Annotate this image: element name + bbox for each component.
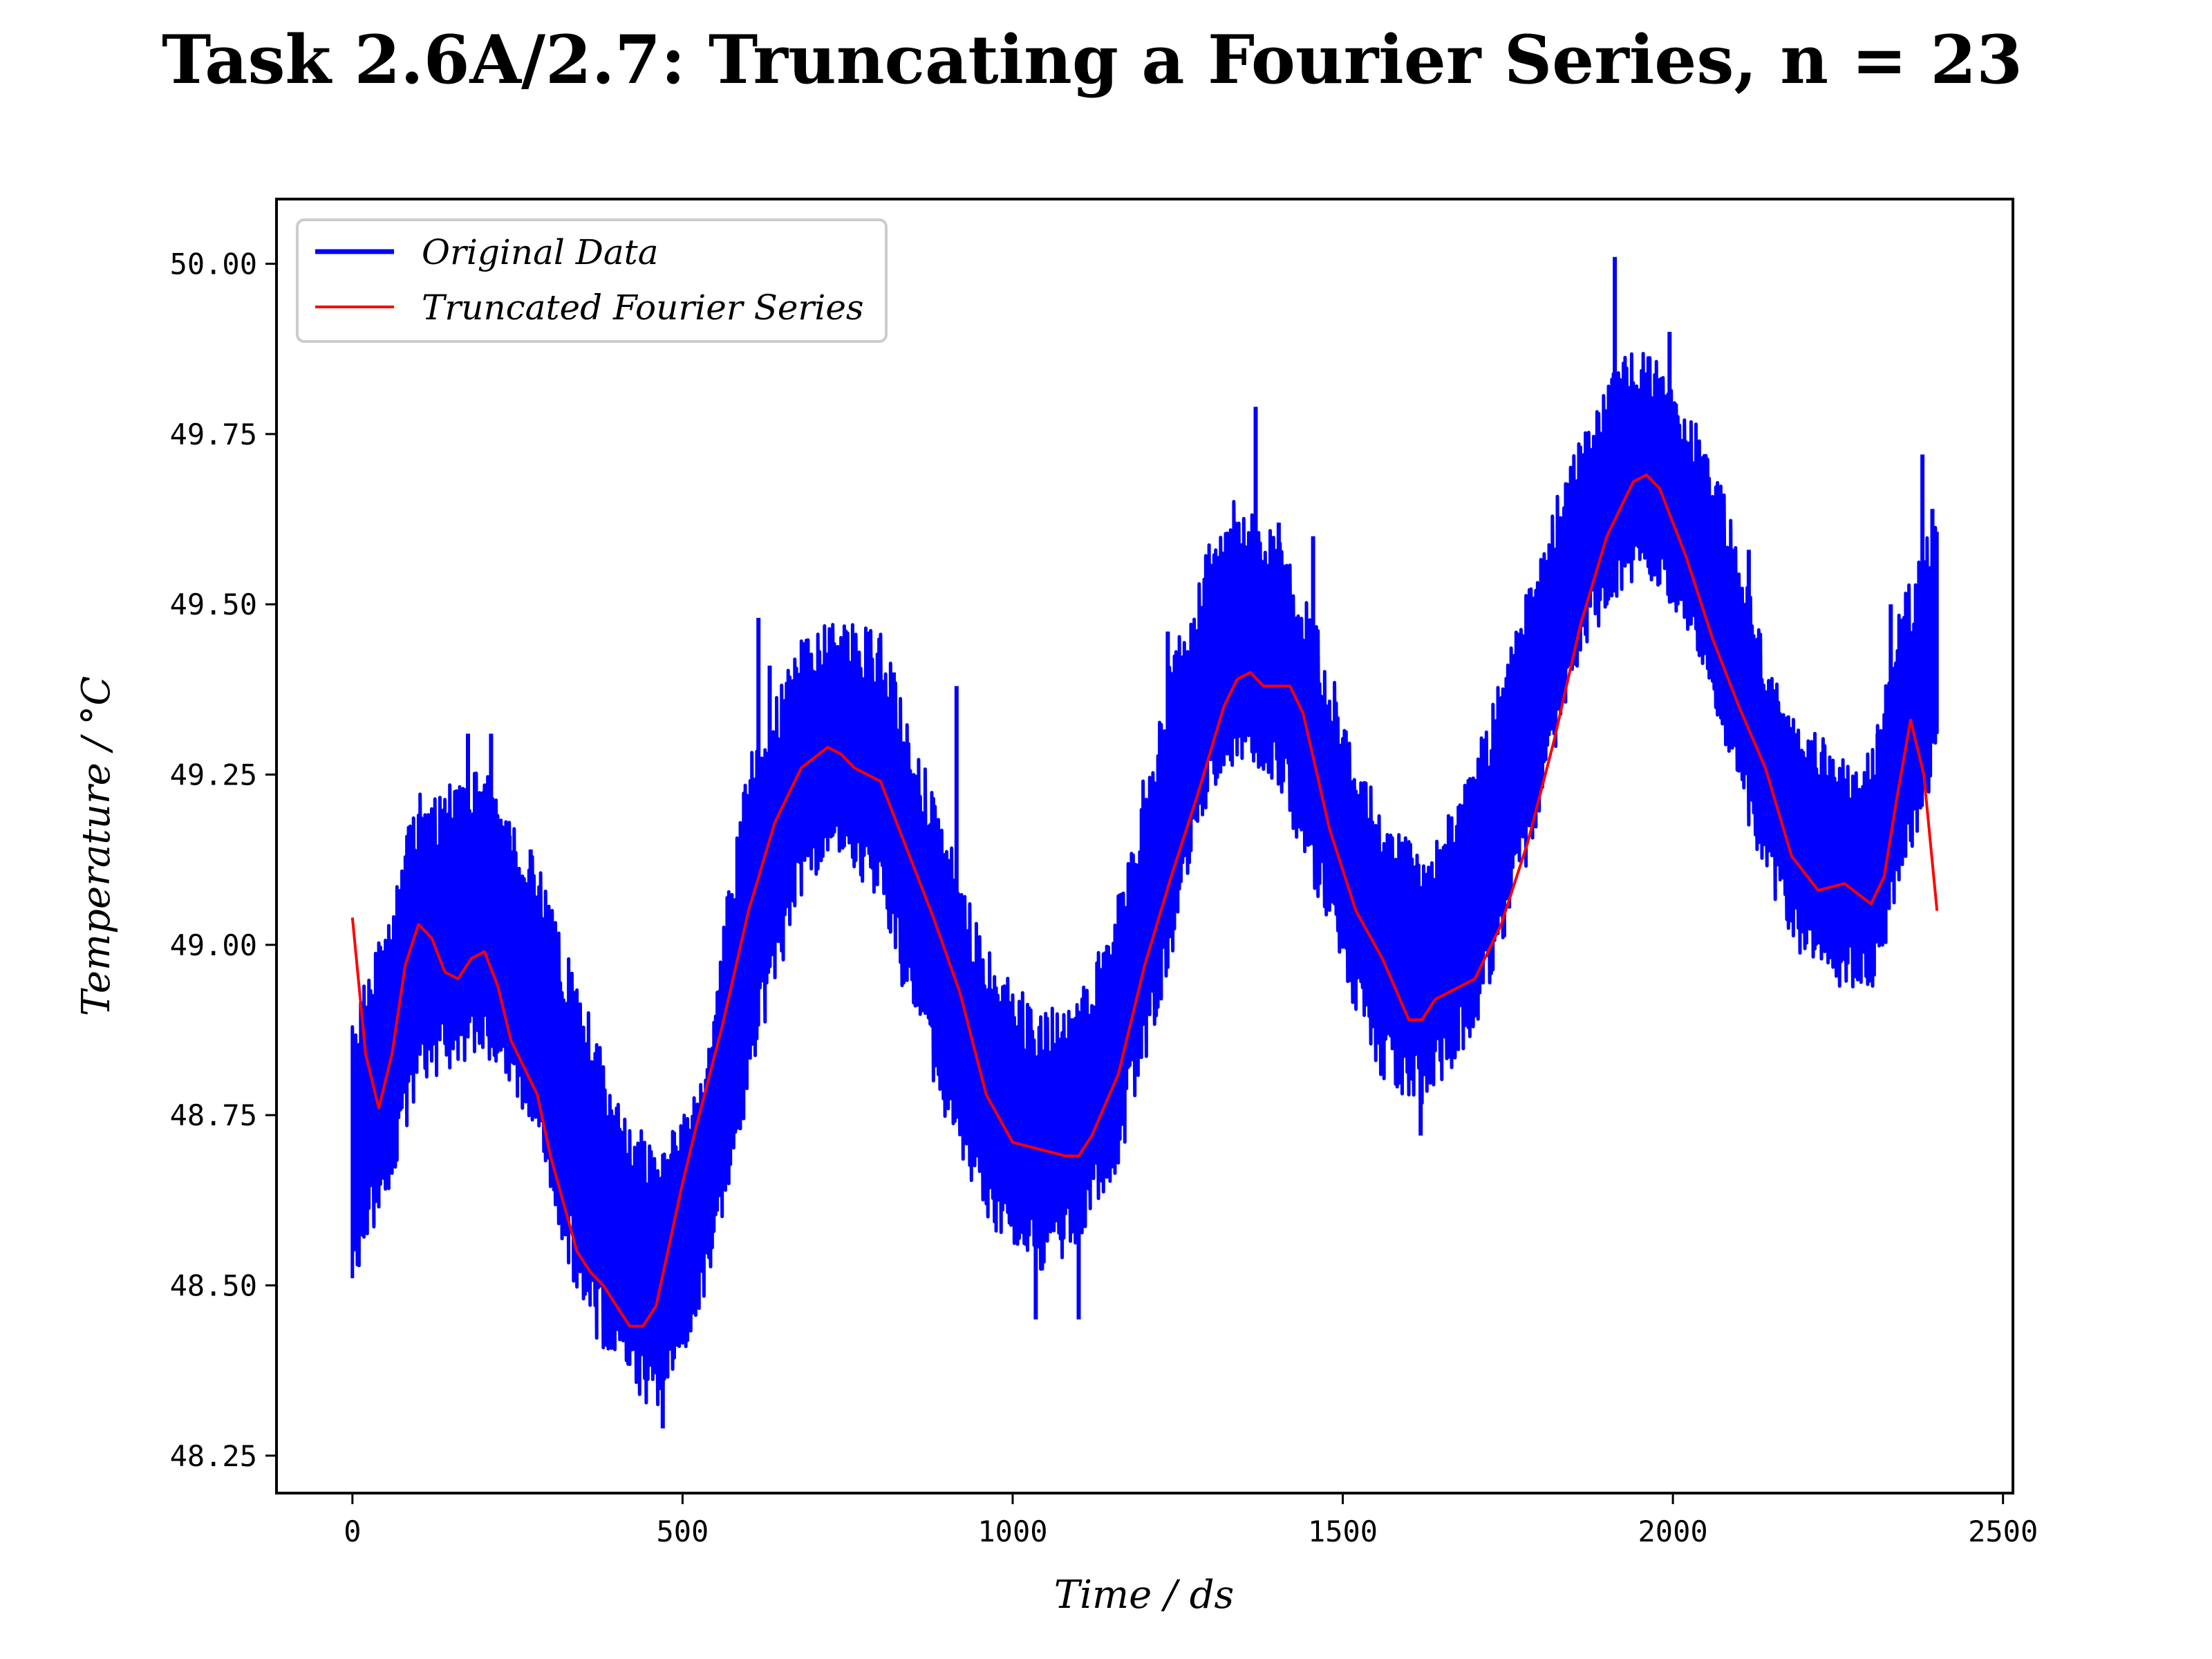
legend-box — [296, 218, 888, 343]
x-tick-label-2500: 2500 — [1968, 1515, 2038, 1548]
chart-title: Task 2.6A/2.7: Truncating a Fourier Seri… — [162, 21, 2023, 99]
y-tick-label-48.25: 48.25 — [170, 1439, 257, 1473]
y-tick-label-49.25: 49.25 — [170, 758, 257, 792]
legend-label-truncated: Truncated Fourier Series — [422, 288, 864, 328]
x-axis-label: Time / ds — [1054, 1573, 1235, 1618]
x-axis: 0 500 1000 1500 2000 2500 — [344, 1493, 2038, 1548]
y-axis: 48.25 48.50 48.75 49.00 49.25 49.50 49.75 50.00 — [170, 247, 276, 1473]
plot-area — [350, 256, 1939, 1429]
x-tick-label-0: 0 — [344, 1515, 361, 1548]
y-tick-label-48.50: 48.50 — [170, 1268, 257, 1302]
x-tick-label-500: 500 — [656, 1515, 709, 1548]
series-original-data — [350, 352, 1939, 1407]
series-truncated-fourier — [350, 474, 1939, 1328]
x-tick-label-2000: 2000 — [1638, 1515, 1708, 1548]
y-tick-label-48.75: 48.75 — [170, 1098, 257, 1132]
y-tick-label-49.00: 49.00 — [170, 928, 257, 962]
y-tick-label-50.00: 50.00 — [170, 247, 257, 281]
legend-label-original: Original Data — [422, 232, 659, 272]
plot-frame — [275, 198, 2014, 1494]
y-tick-label-49.75: 49.75 — [170, 418, 257, 451]
y-axis-label: Temperature / °C — [74, 676, 119, 1016]
x-tick-label-1500: 1500 — [1308, 1515, 1378, 1548]
legend: Original Data Truncated Fourier Series — [296, 218, 888, 343]
y-tick-label-49.50: 49.50 — [170, 588, 257, 621]
x-tick-label-1000: 1000 — [977, 1515, 1047, 1548]
